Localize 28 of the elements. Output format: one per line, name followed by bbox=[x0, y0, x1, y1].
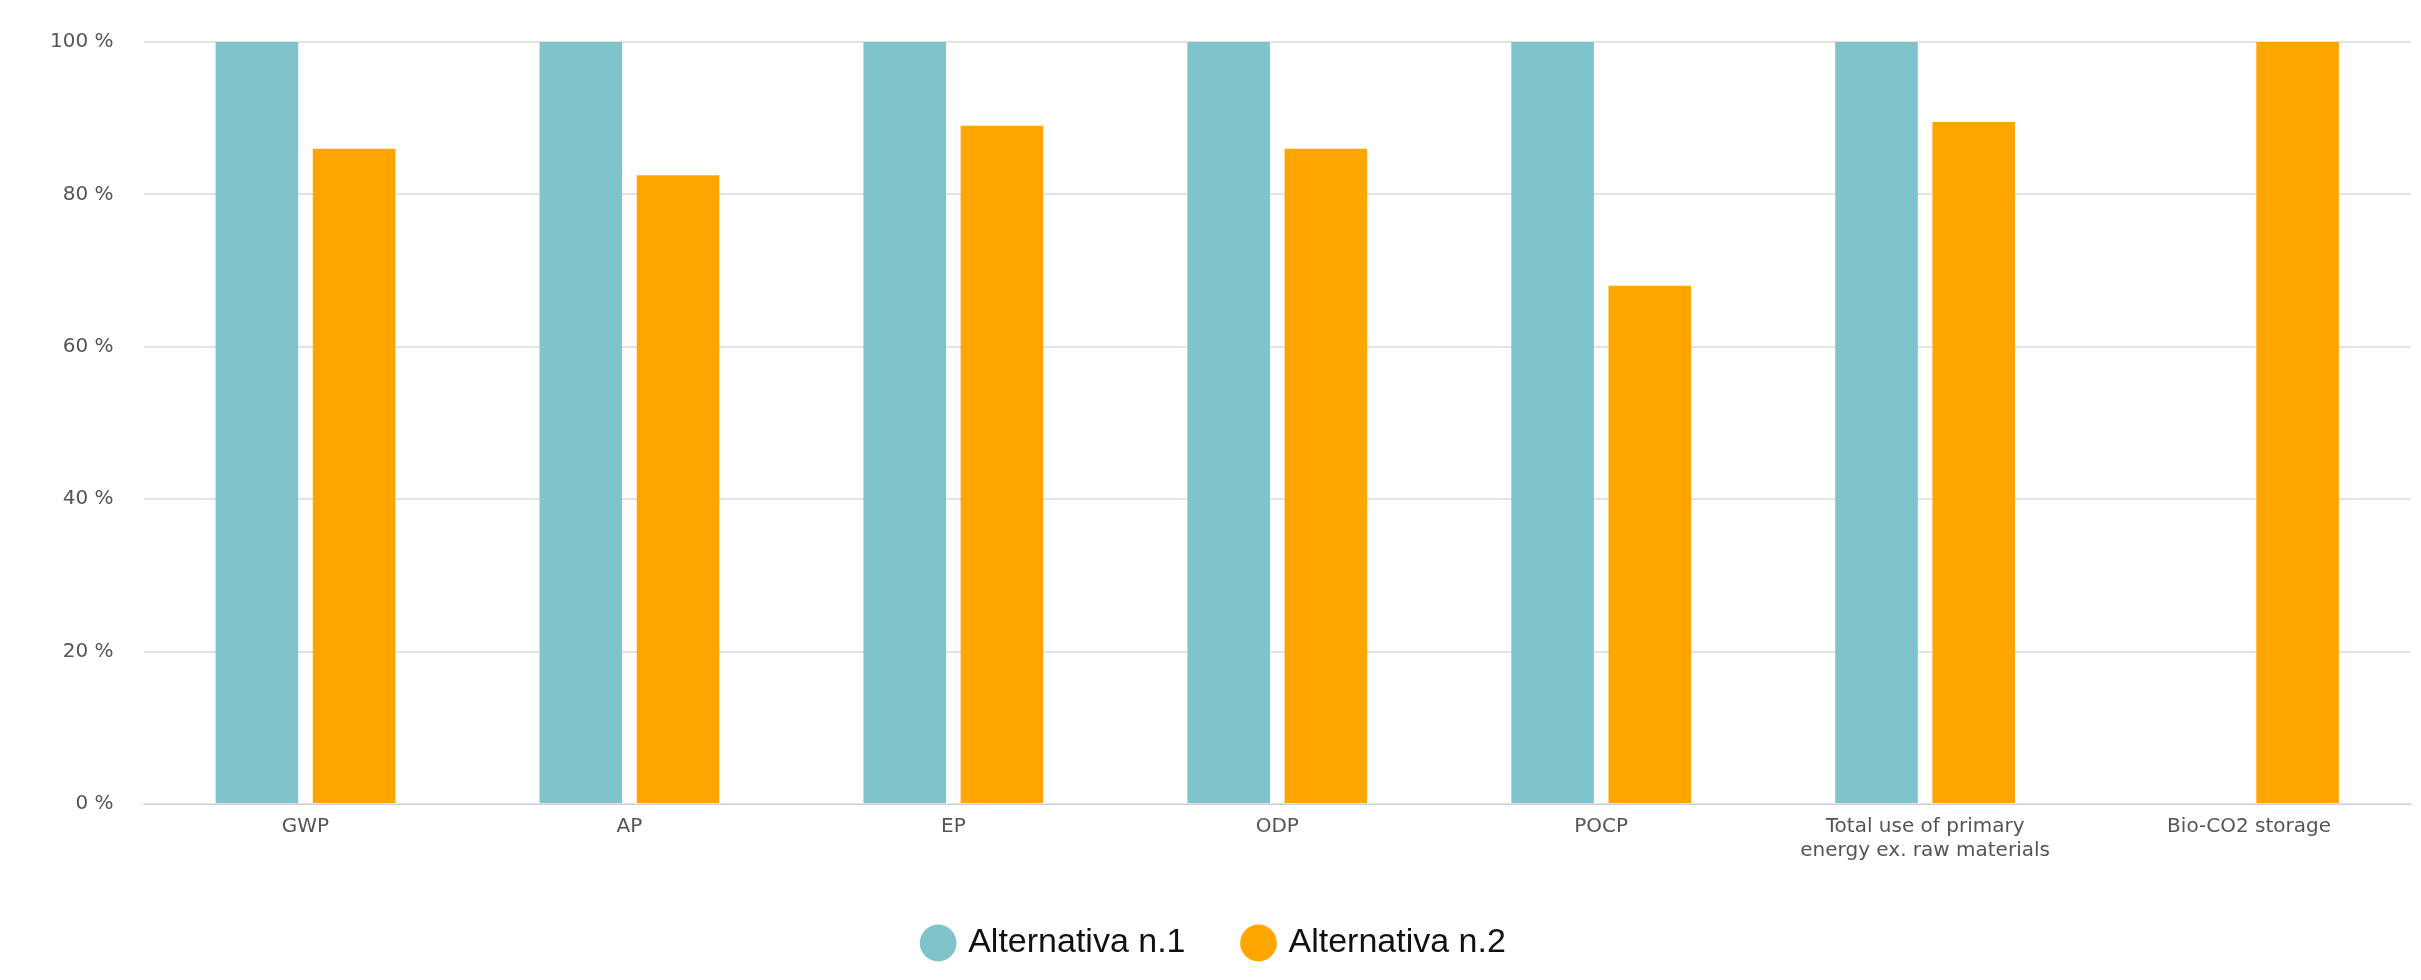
bar bbox=[539, 42, 623, 803]
x-tick-label: AP bbox=[616, 813, 643, 838]
bar bbox=[312, 148, 396, 803]
y-tick-label: 0 % bbox=[75, 790, 114, 815]
bar bbox=[1284, 148, 1368, 803]
bar bbox=[1932, 122, 2015, 803]
bar bbox=[960, 125, 1044, 803]
x-tick-label: GWP bbox=[281, 813, 330, 838]
bar bbox=[1608, 285, 1692, 803]
bar bbox=[1511, 42, 1594, 803]
y-tick-label: 80 % bbox=[62, 180, 114, 205]
y-tick-label: 20 % bbox=[62, 637, 114, 662]
x-tick-label: EP bbox=[940, 813, 966, 838]
bar bbox=[215, 42, 299, 803]
y-tick-label: 100 % bbox=[49, 28, 114, 53]
y-tick-label: 40 % bbox=[62, 485, 114, 510]
bar bbox=[863, 42, 947, 803]
legend-label: Alternativa n.1 bbox=[968, 921, 1186, 960]
y-tick-label: 60 % bbox=[62, 333, 114, 357]
x-tick-label: ODP bbox=[1255, 813, 1299, 838]
bar bbox=[2256, 42, 2339, 803]
bar bbox=[1187, 42, 1270, 803]
x-tick-label: Total use of primary energy ex. raw materials bbox=[1800, 813, 2050, 862]
x-tick-label: POCP bbox=[1574, 813, 1629, 838]
bar bbox=[636, 175, 720, 803]
bar bbox=[1835, 42, 1918, 803]
x-tick-label: Bio-CO2 storage bbox=[2167, 813, 2331, 838]
legend-label: Alternativa n.2 bbox=[1288, 921, 1506, 960]
